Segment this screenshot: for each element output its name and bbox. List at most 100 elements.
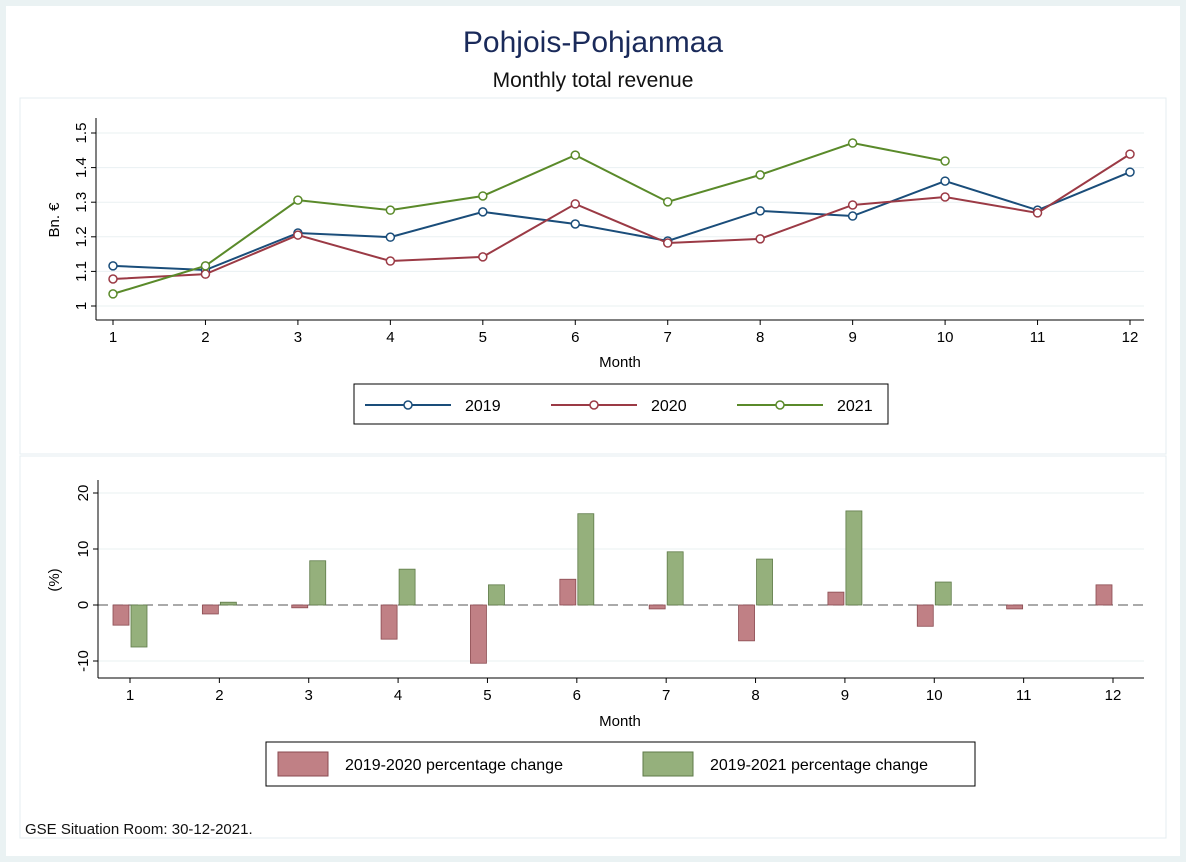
data-point-2020 [385,256,396,266]
x-tick-label: 9 [848,329,856,346]
bar-2019-2021 [219,601,237,606]
y-axis-label: Bn. € [46,202,63,238]
data-point-2021 [662,197,673,207]
data-point-2019 [847,211,858,221]
data-point-2019 [570,219,581,229]
series-line-2019 [112,171,1131,272]
x-tick-label: 1 [109,329,117,346]
data-point-2020 [1125,149,1135,159]
bar-2019-2020 [738,604,755,642]
y-tick-label: 1 [73,302,90,310]
y-tick-label: 1.1 [73,261,90,282]
legend-swatch [277,751,329,777]
bar-2019-2021 [309,560,327,606]
y-tick-label: -10 [75,650,92,672]
data-point-2019 [1125,167,1135,177]
data-point-2021 [385,205,396,215]
x-tick-label: 7 [664,329,672,346]
bar-2019-2021 [756,558,773,606]
y-tick-label: 1.4 [73,157,90,178]
bar-2019-2021 [934,581,952,606]
x-tick-label: 11 [1030,329,1046,346]
x-tick-label: 10 [937,329,954,346]
x-tick-label: 11 [1016,687,1032,704]
bar-2019-2020 [1095,584,1113,606]
bar-2019-2020 [1006,604,1024,610]
x-tick-label: 9 [841,687,849,704]
data-point-2021 [940,156,950,166]
legend-marker-2021 [775,400,785,410]
x-tick-label: 3 [294,329,302,346]
data-point-2020 [755,234,765,244]
data-point-2020 [847,200,858,210]
x-tick-label: 1 [126,687,134,704]
bar-2019-2020 [470,604,487,664]
y-tick-label: 20 [75,485,92,502]
data-point-2020 [1032,208,1043,218]
x-tick-label: 6 [571,329,579,346]
x-tick-label: 8 [756,329,764,346]
y-tick-label: 1.5 [73,123,90,144]
bar-2019-2020 [559,578,577,606]
y-tick-label: 1.2 [73,226,90,247]
data-point-2019 [108,261,118,271]
data-point-2020 [478,252,488,262]
legend-marker-2020 [589,400,599,410]
legend-label: 2019-2021 percentage change [710,757,928,774]
bar-2019-2021 [577,513,595,606]
y-axis-label: (%) [46,568,63,591]
data-point-2019 [478,207,488,217]
data-point-2021 [293,195,303,205]
x-axis-label: Month [599,713,641,730]
x-axis-label: Month [599,354,641,371]
bar-2019-2021 [398,568,416,606]
bar-2019-2020 [201,604,219,615]
data-point-2019 [940,176,950,186]
y-tick-label: 0 [75,601,92,609]
x-tick-label: 10 [926,687,943,704]
chart-title: Pohjois-Pohjanmaa [463,26,723,59]
bar-2019-2021 [130,604,148,648]
data-point-2021 [847,138,858,148]
chart-subtitle: Monthly total revenue [493,69,694,92]
data-point-2020 [293,230,303,240]
series-line-2021 [112,142,946,295]
bar-2019-2020 [916,604,934,627]
data-point-2020 [940,192,950,202]
bar-2019-2021 [488,584,505,606]
x-tick-label: 12 [1105,687,1122,704]
x-tick-label: 8 [751,687,759,704]
legend-swatch [642,751,694,777]
data-point-2019 [385,232,396,242]
data-point-2021 [570,150,581,160]
legend-label: 2019-2020 percentage change [345,757,563,774]
y-tick-label: 1.3 [73,192,90,213]
data-point-2021 [478,191,488,201]
bar-2019-2020 [291,604,309,609]
x-tick-label: 5 [483,687,491,704]
x-tick-label: 3 [305,687,313,704]
bar-2019-2020 [827,591,845,606]
data-point-2021 [755,170,765,180]
data-point-2021 [200,261,211,271]
y-tick-label: 10 [75,541,92,558]
x-tick-label: 2 [215,687,223,704]
footer-note: GSE Situation Room: 30-12-2021. [25,821,253,838]
x-tick-label: 12 [1122,329,1139,346]
legend-label-2019: 2019 [465,398,501,415]
x-tick-label: 4 [386,329,394,346]
data-point-2020 [108,274,118,284]
series-line-2020 [112,153,1131,281]
data-point-2020 [570,199,581,209]
x-tick-label: 7 [662,687,670,704]
data-point-2021 [108,289,118,299]
x-tick-label: 5 [479,329,487,346]
legend-label-2021: 2021 [837,398,873,415]
x-tick-label: 6 [573,687,581,704]
data-point-2019 [755,206,765,216]
bar-2019-2021 [666,551,684,606]
data-point-2020 [662,238,673,248]
bar-2019-2020 [648,604,666,610]
bar-2019-2020 [112,604,130,626]
